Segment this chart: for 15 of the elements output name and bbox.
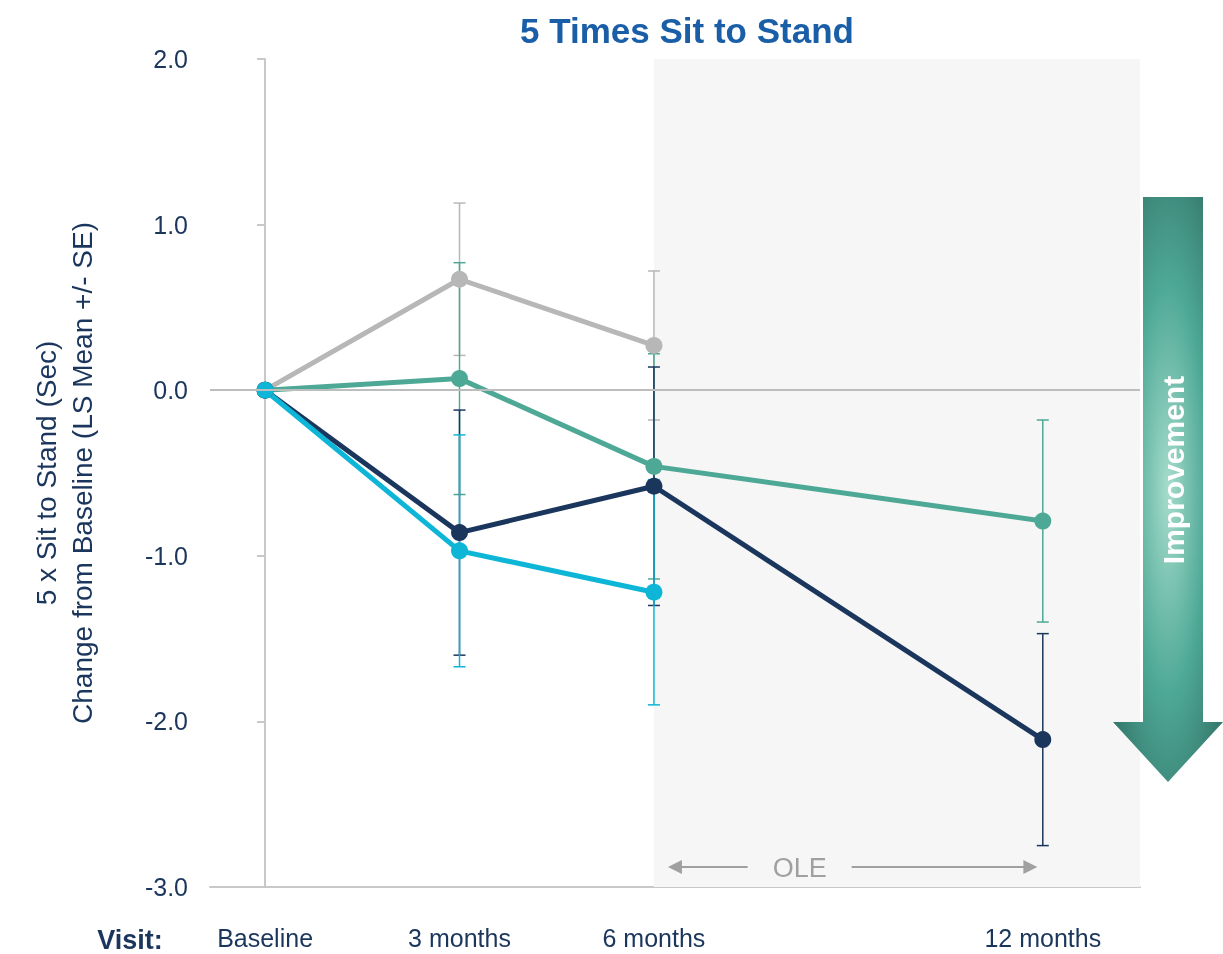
x-tick-label: 6 months (602, 923, 706, 952)
y-tick-label: 2.0 (153, 45, 188, 73)
x-tick-label: Baseline (217, 923, 314, 952)
y-tick-label: 1.0 (153, 210, 188, 239)
x-tick-label: 12 months (984, 923, 1102, 952)
y-tick-label: -2.0 (144, 707, 188, 736)
y-tick-label: 0.0 (153, 376, 188, 405)
text: Improvement (1156, 375, 1190, 565)
x-tick-label: 3 months (408, 923, 511, 952)
y-tick-label: -1.0 (144, 541, 188, 570)
text: Visit: (97, 925, 163, 954)
band-label: OLE (772, 853, 827, 883)
y-axis-title: 5 x Sit to Stand (Sec) Change from Baseline (LS Mean +/- SE) (30, 222, 98, 724)
y-tick-label: -3.0 (144, 873, 188, 901)
chart-title: 5 Times Sit to Stand (520, 11, 854, 50)
